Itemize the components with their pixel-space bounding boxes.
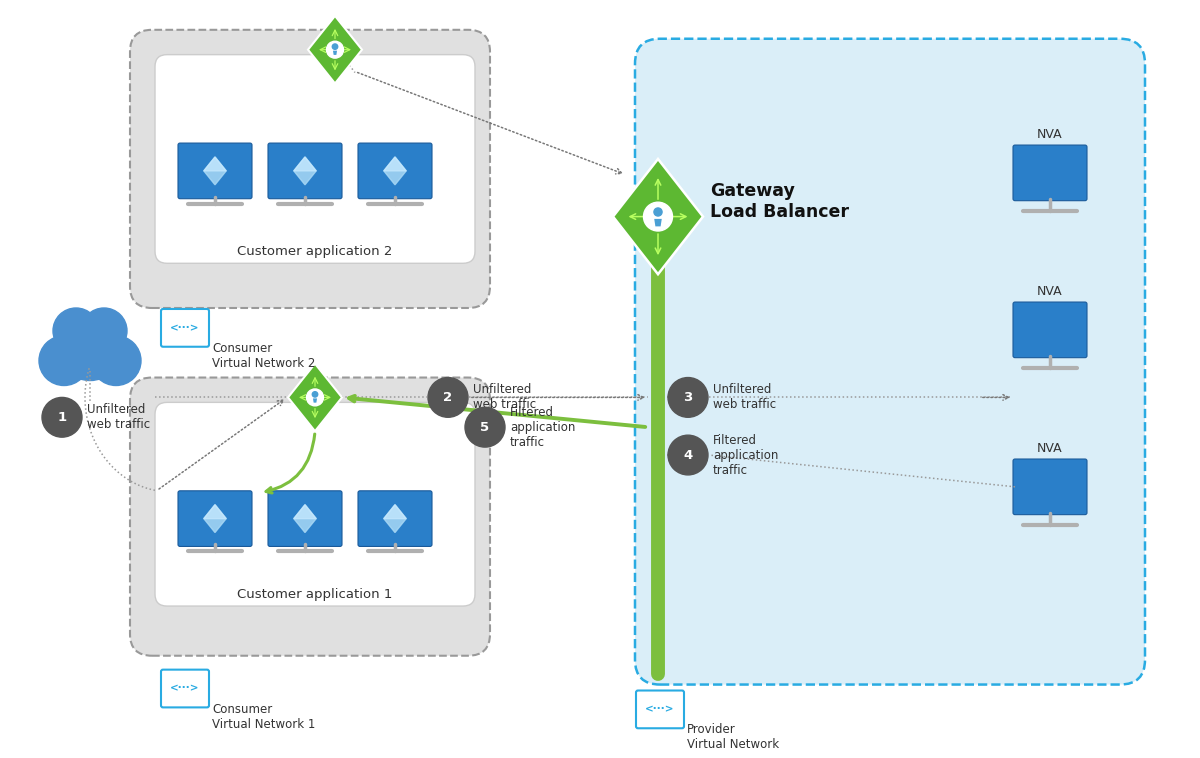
Text: Consumer
Virtual Network 2: Consumer Virtual Network 2: [212, 342, 316, 370]
Circle shape: [91, 336, 142, 386]
Text: Unfiltered
web traffic: Unfiltered web traffic: [88, 403, 150, 431]
FancyBboxPatch shape: [1013, 459, 1087, 515]
Circle shape: [58, 317, 122, 381]
FancyBboxPatch shape: [358, 143, 432, 199]
Circle shape: [326, 41, 343, 58]
Polygon shape: [313, 399, 317, 402]
FancyBboxPatch shape: [635, 39, 1145, 684]
Polygon shape: [654, 219, 661, 227]
Polygon shape: [204, 505, 226, 518]
Text: Unfiltered
web traffic: Unfiltered web traffic: [473, 384, 536, 412]
Circle shape: [428, 377, 468, 418]
Text: 1: 1: [58, 411, 66, 424]
Text: Filtered
application
traffic: Filtered application traffic: [713, 434, 779, 477]
Text: 4: 4: [683, 449, 692, 462]
Circle shape: [82, 308, 127, 354]
Polygon shape: [204, 157, 226, 185]
FancyBboxPatch shape: [268, 143, 342, 199]
Text: NVA: NVA: [1037, 442, 1063, 455]
Text: <···>: <···>: [170, 323, 199, 333]
Text: Provider
Virtual Network: Provider Virtual Network: [686, 723, 779, 751]
Polygon shape: [384, 157, 407, 185]
Circle shape: [668, 435, 708, 475]
FancyBboxPatch shape: [268, 491, 342, 547]
Polygon shape: [384, 505, 407, 518]
Text: <···>: <···>: [170, 684, 199, 694]
Text: Customer application 2: Customer application 2: [238, 246, 392, 258]
Circle shape: [332, 44, 337, 49]
Circle shape: [312, 392, 318, 397]
Circle shape: [306, 389, 324, 406]
Text: <···>: <···>: [646, 704, 674, 714]
Polygon shape: [288, 364, 342, 431]
FancyBboxPatch shape: [155, 402, 475, 606]
FancyBboxPatch shape: [1013, 302, 1087, 358]
FancyBboxPatch shape: [358, 491, 432, 547]
Text: Gateway
Load Balancer: Gateway Load Balancer: [710, 182, 850, 221]
FancyBboxPatch shape: [161, 669, 209, 707]
Circle shape: [654, 208, 662, 216]
FancyBboxPatch shape: [178, 143, 252, 199]
Polygon shape: [384, 157, 407, 171]
Polygon shape: [204, 505, 226, 533]
Text: Consumer
Virtual Network 1: Consumer Virtual Network 1: [212, 703, 316, 731]
Circle shape: [668, 377, 708, 418]
Polygon shape: [332, 51, 337, 55]
FancyBboxPatch shape: [1013, 145, 1087, 201]
Circle shape: [464, 407, 505, 447]
Text: NVA: NVA: [1037, 285, 1063, 298]
Text: Customer application 1: Customer application 1: [238, 588, 392, 601]
Text: 5: 5: [480, 421, 490, 434]
Circle shape: [38, 336, 89, 386]
Polygon shape: [294, 505, 317, 518]
Text: 3: 3: [683, 391, 692, 404]
Circle shape: [643, 202, 672, 231]
Text: NVA: NVA: [1037, 128, 1063, 141]
FancyBboxPatch shape: [155, 55, 475, 263]
Polygon shape: [294, 157, 317, 185]
Polygon shape: [294, 505, 317, 533]
Text: 2: 2: [444, 391, 452, 404]
Circle shape: [53, 308, 98, 354]
FancyBboxPatch shape: [130, 30, 490, 308]
Text: Unfiltered
web traffic: Unfiltered web traffic: [713, 384, 776, 412]
FancyBboxPatch shape: [636, 691, 684, 728]
Polygon shape: [613, 159, 703, 274]
Polygon shape: [308, 16, 362, 83]
Polygon shape: [204, 157, 226, 171]
Polygon shape: [294, 157, 317, 171]
Text: Filtered
application
traffic: Filtered application traffic: [510, 406, 575, 449]
FancyBboxPatch shape: [130, 377, 490, 656]
FancyBboxPatch shape: [178, 491, 252, 547]
Polygon shape: [384, 505, 407, 533]
FancyBboxPatch shape: [161, 309, 209, 346]
Circle shape: [42, 397, 82, 437]
